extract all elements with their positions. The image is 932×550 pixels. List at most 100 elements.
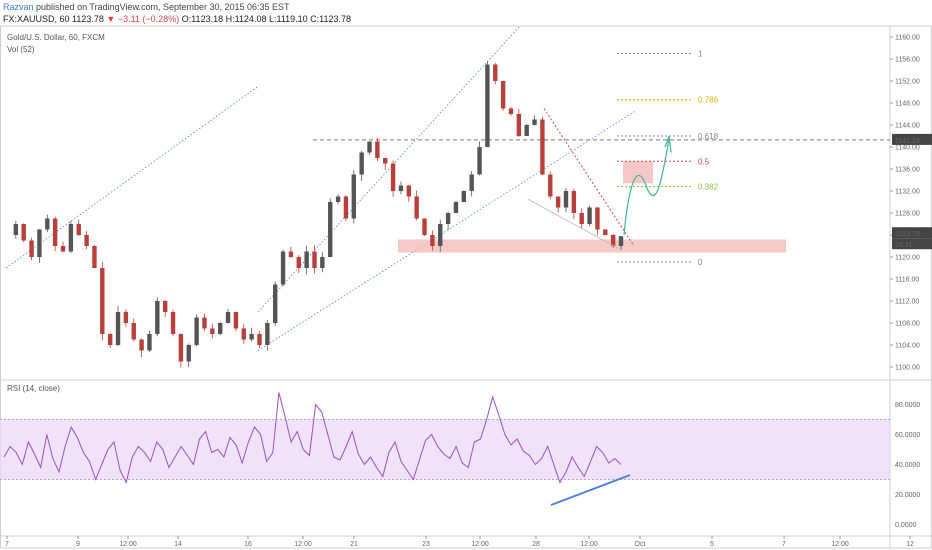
candle-body [493,64,498,81]
candle-body [500,81,506,109]
time-tick-label: 9 [76,541,80,548]
countdown-label-bg [892,238,932,250]
rsi-tick-label: 0.0000 [895,522,917,529]
candle-body [548,174,553,197]
candle-body [343,196,349,219]
candle-body [508,108,514,114]
candle-body [453,202,459,213]
countdown-label: 24:31 [895,242,913,249]
rsi-tick-label: 80.0000 [895,402,920,409]
channel-left-line [5,86,259,269]
rsi-tick-label: 60.0000 [895,432,920,439]
time-tick-label: 12 [906,541,914,548]
candle-body [100,268,105,334]
time-tick-label: 7 [782,541,786,548]
candle-body [233,312,239,329]
time-tick-label: 16 [244,541,252,548]
candle-body [516,114,522,136]
candle-body [563,191,569,208]
price-tick-label: 1140.00 [895,145,920,152]
target-zone [623,161,653,184]
candle-body [469,174,474,191]
candle-body [587,207,592,224]
time-tick-label: 5 [710,541,714,548]
candle-body [610,235,616,246]
price-tick-label: 1112.00 [895,299,919,306]
price-tick-label: 1148.00 [895,101,920,108]
candle-body [461,191,467,202]
time-tick-label: Oct [635,541,646,548]
candle-body [280,251,286,285]
candle-body [115,312,121,345]
candle-body [603,229,608,235]
price-tick-label: 1156.00 [895,57,920,64]
candle-body [202,317,207,329]
rsi-tick-label: 20.0000 [895,492,920,499]
price-tick-label: 1136.00 [895,167,920,174]
price-tick-label: 1108.00 [895,321,920,328]
candle-body [131,323,136,340]
candle-body [367,141,372,153]
candle-body [92,246,97,268]
price-tick-label: 1128.00 [895,211,920,218]
resistance-price-label: 1141.29 [895,138,920,145]
candle-body [532,119,537,125]
candle-body [249,334,254,340]
candle-body [383,158,388,164]
price-tick-label: 1120.00 [895,255,920,262]
price-tick-label: 1132.00 [895,189,920,196]
fib-level-label: 0.5 [698,157,710,166]
time-tick-label: 21 [350,541,358,548]
publish-info: Razvan published on TradingView.com, Sep… [3,2,290,12]
projection-arrowhead [664,135,672,153]
volume-legend[interactable]: Vol (52) [7,45,35,54]
time-tick-label: 14 [174,541,182,548]
candle-body [312,251,317,268]
downtrend-line [543,108,635,247]
main-pane-legend[interactable]: Gold/U.S. Dollar, 60, FXCM [7,33,105,42]
candle-body [320,257,325,268]
candle-body [524,125,529,136]
last-price-label-bg [892,227,932,239]
candle-body [328,202,333,257]
candle-body [485,64,490,147]
candle-body [359,152,364,175]
fib-level-label: 0.786 [698,96,719,105]
candle-body [84,235,89,246]
candle-body [335,196,341,202]
projection-path [623,138,670,236]
price-tick-label: 1160.00 [895,35,920,42]
candle-body [477,147,482,175]
candle-body [618,236,624,246]
time-tick-label: 28 [532,541,540,548]
candle-body [257,334,262,345]
support-zone [398,239,786,253]
candle-body [398,185,404,191]
time-tick-label: 12:00 [294,541,312,548]
candle-body [217,323,223,334]
candle-body [123,312,129,323]
candle-body [351,174,356,219]
candle-body [170,312,176,334]
time-tick-label: 7 [5,541,9,548]
candle-body [194,317,199,345]
candle-body [178,334,184,362]
symbol-line: FX:XAUUSD, 60 1123.78 [3,14,104,24]
candle-body [540,119,545,175]
author-link[interactable]: Razvan [3,2,34,12]
candle-body [445,213,451,224]
candle-body [571,191,577,213]
candle-body [438,224,443,246]
candle-body [555,196,561,208]
candle-body [162,301,168,312]
candle-body [155,301,160,334]
publish-text: published on TradingView.com, September … [36,2,290,12]
candle-body [304,251,309,268]
fib-level-label: 0 [698,258,703,267]
rsi-legend[interactable]: RSI (14, close) [7,384,60,393]
candle-body [68,224,74,252]
falling-wedge-line [527,198,620,250]
fib-level-label: 1 [698,50,703,59]
candles-group [13,61,624,368]
